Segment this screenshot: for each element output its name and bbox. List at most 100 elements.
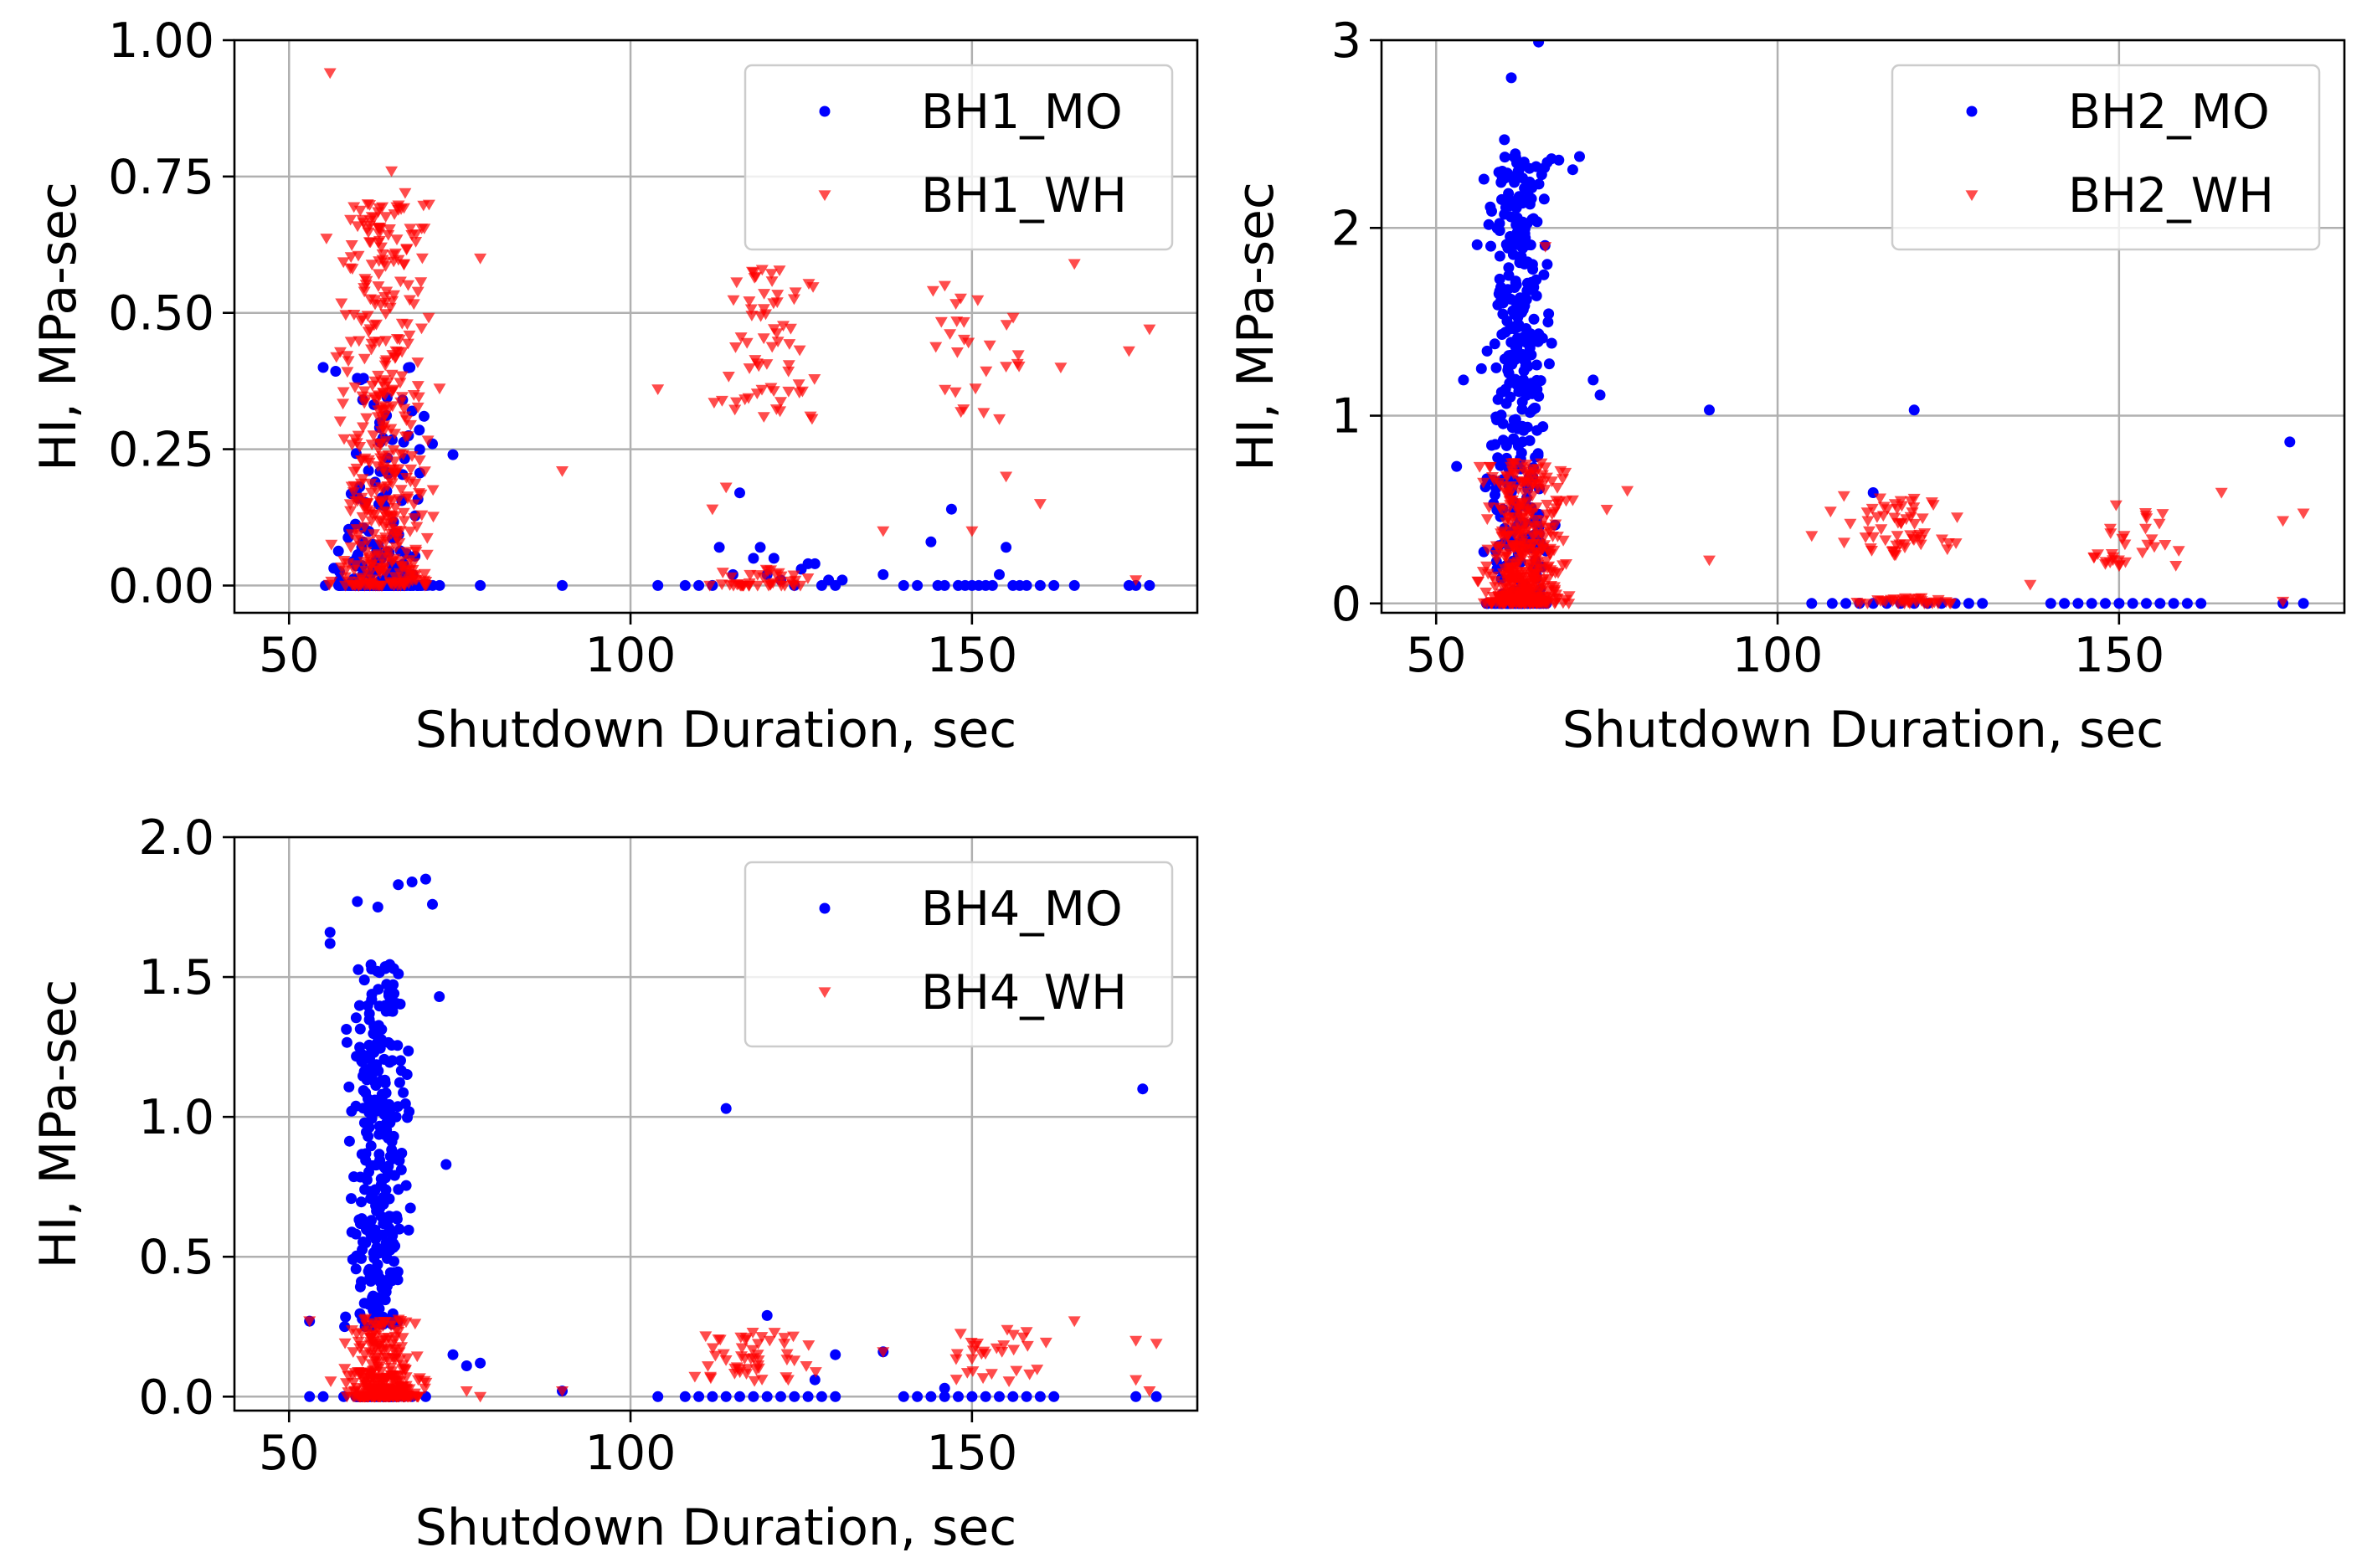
data-point <box>343 1135 355 1147</box>
data-point <box>716 568 729 578</box>
data-point <box>1860 599 1874 609</box>
data-point <box>1007 1344 1021 1356</box>
data-point <box>1518 589 1531 601</box>
data-point <box>374 1366 388 1378</box>
data-point <box>717 1349 730 1360</box>
data-point <box>1000 362 1013 373</box>
data-point <box>784 323 797 335</box>
data-point <box>1942 538 1955 549</box>
data-point <box>773 265 786 276</box>
data-point <box>418 466 431 477</box>
data-point <box>373 1065 384 1077</box>
data-point <box>396 1360 409 1371</box>
data-point <box>1536 480 1549 491</box>
data-point <box>778 1339 791 1350</box>
data-point <box>376 254 389 266</box>
data-point <box>1000 471 1013 483</box>
data-point <box>1499 134 1510 146</box>
data-point <box>1840 598 1852 609</box>
data-point <box>949 1354 963 1365</box>
data-point <box>380 355 393 367</box>
data-point <box>344 252 358 263</box>
legend-marker-BH1_WH <box>818 190 831 202</box>
data-point <box>414 277 428 288</box>
data-point <box>403 1045 414 1056</box>
data-point <box>358 274 372 285</box>
data-point <box>2168 598 2179 609</box>
data-point <box>1000 320 1013 331</box>
data-point <box>347 481 361 492</box>
data-point <box>1002 1376 1016 1387</box>
data-point <box>945 503 957 515</box>
data-point <box>347 202 361 213</box>
data-point <box>1485 597 1499 608</box>
data-point <box>1917 599 1931 609</box>
data-point <box>2139 523 2152 535</box>
data-point <box>977 408 991 419</box>
data-point <box>347 1253 358 1265</box>
data-point <box>359 280 373 290</box>
data-point <box>394 449 407 460</box>
data-point <box>1508 458 1521 469</box>
data-point <box>365 344 378 356</box>
data-point <box>379 1074 391 1086</box>
data-point <box>2148 542 2161 553</box>
data-point <box>1546 153 1557 165</box>
data-point <box>1567 164 1578 176</box>
data-point <box>379 436 393 447</box>
data-point <box>1021 1391 1032 1402</box>
data-point <box>415 253 429 265</box>
data-point <box>368 1355 382 1367</box>
data-point <box>1574 151 1585 162</box>
data-point <box>1031 1365 1044 1375</box>
points-bh1 <box>317 68 1156 592</box>
data-point <box>1891 504 1904 515</box>
data-point <box>768 553 780 564</box>
data-point <box>389 352 403 363</box>
data-point <box>474 1391 487 1403</box>
data-point <box>965 1354 979 1365</box>
data-point <box>1478 173 1490 185</box>
data-point <box>388 248 402 260</box>
data-point <box>990 1343 1003 1355</box>
data-point <box>337 434 351 445</box>
data-point <box>1475 362 1487 374</box>
data-point <box>345 1325 358 1336</box>
data-point <box>783 339 796 350</box>
data-point <box>341 367 354 378</box>
data-point <box>368 320 381 332</box>
data-point <box>2172 546 2185 557</box>
data-point <box>399 1317 413 1329</box>
data-point <box>433 383 446 395</box>
data-point <box>651 384 665 395</box>
legend-marker-BH4_WH <box>818 987 831 999</box>
data-point <box>1538 193 1550 205</box>
data-point <box>358 1350 372 1361</box>
data-point <box>1129 1375 1143 1386</box>
data-point <box>352 964 364 975</box>
data-point <box>1007 1391 1019 1402</box>
legend: BH4_MO BH4_WH <box>744 861 1174 1048</box>
data-point <box>969 383 982 395</box>
data-point <box>332 545 344 557</box>
data-point <box>363 215 377 227</box>
data-point <box>693 579 705 591</box>
data-point <box>1941 544 1954 556</box>
data-point <box>1540 556 1553 568</box>
data-point <box>378 1344 392 1355</box>
data-point <box>372 902 383 913</box>
data-point <box>407 499 420 511</box>
data-point <box>1532 548 1546 559</box>
data-point <box>1068 1316 1081 1328</box>
data-point <box>1039 1337 1052 1349</box>
data-point <box>760 359 774 370</box>
data-point <box>980 1391 991 1402</box>
data-point <box>788 1355 801 1367</box>
data-point <box>421 435 435 447</box>
data-point <box>929 342 943 353</box>
data-point <box>343 263 357 275</box>
data-point <box>1516 396 1528 408</box>
data-point <box>836 574 848 586</box>
data-point <box>713 542 725 553</box>
data-point <box>765 276 779 287</box>
